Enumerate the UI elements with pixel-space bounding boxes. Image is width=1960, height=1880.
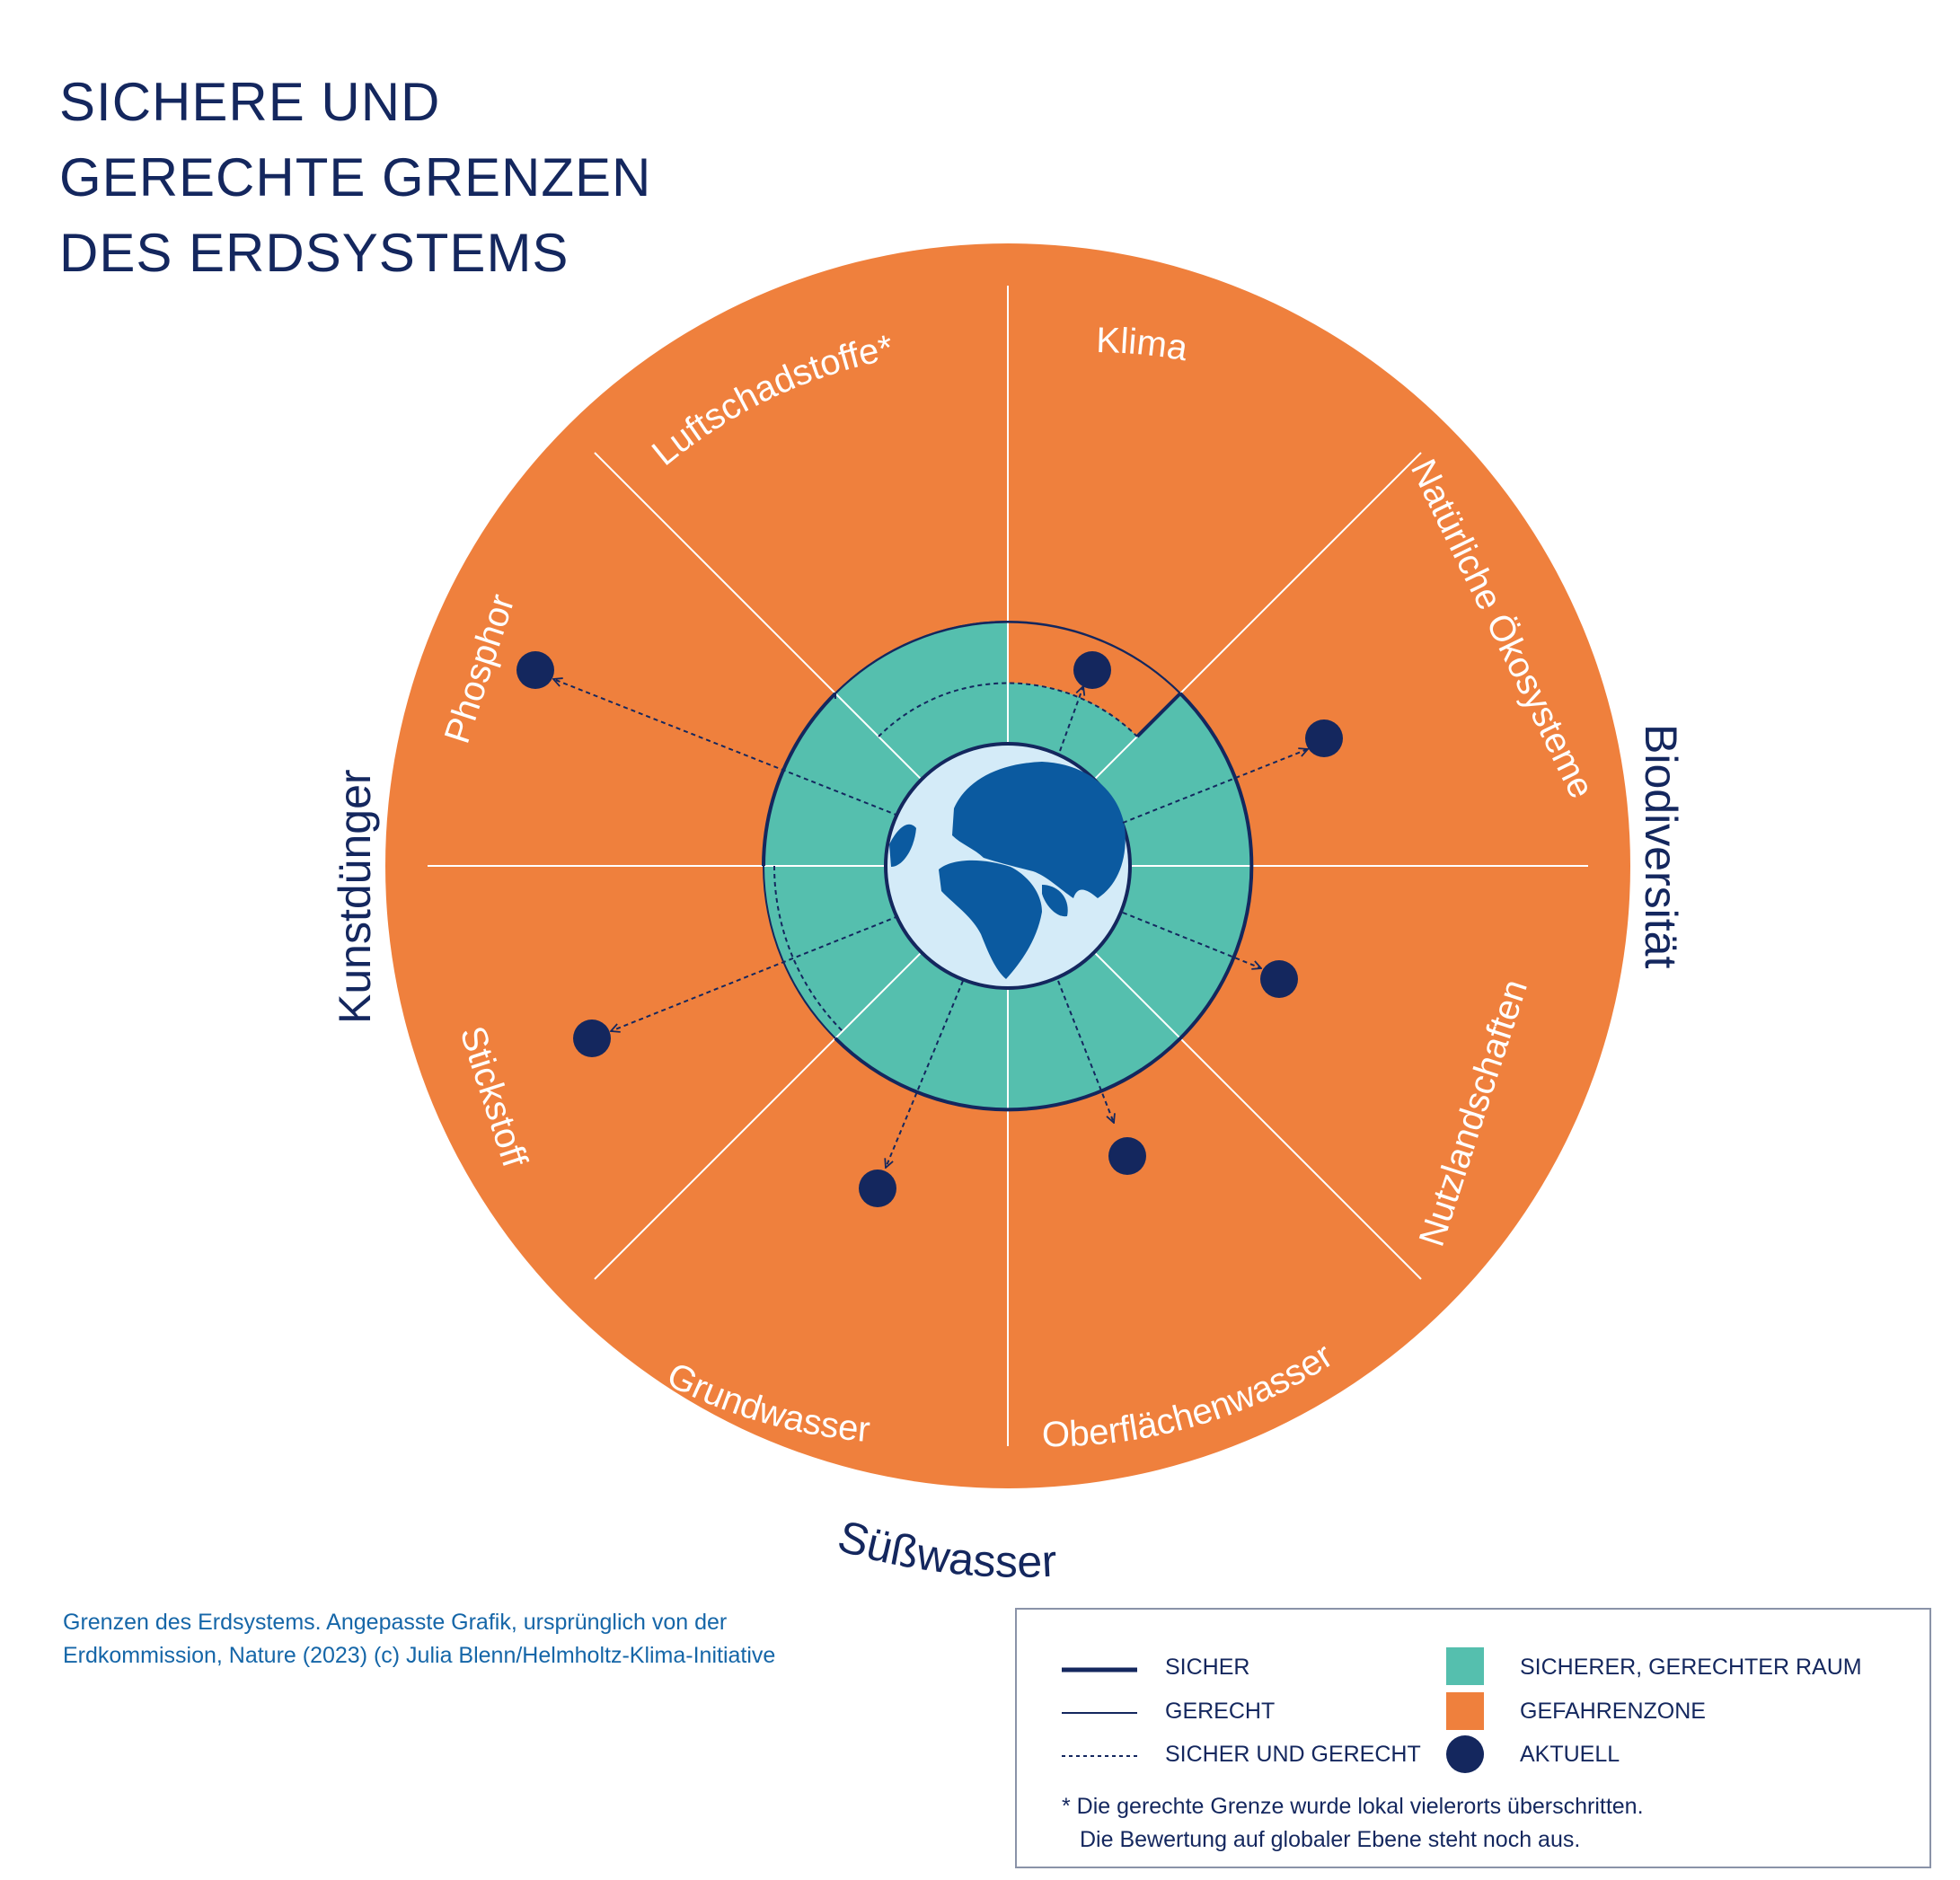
arrow-oekosysteme: [1122, 749, 1308, 824]
legend-footnote-line-1: * Die gerechte Grenze wurde lokal vieler…: [1062, 1794, 1644, 1819]
source-credit: Grenzen des Erdsystems. Angepasste Grafi…: [63, 1606, 775, 1673]
dot-grundwasser: [859, 1169, 896, 1207]
safe-boundary: [834, 692, 1254, 1112]
legend-label-danger: GEFAHRENZONE: [1520, 1699, 1706, 1724]
legend-label-safe-space: SICHERER, GERECHTER RAUM: [1520, 1655, 1862, 1680]
page-title: SICHERE UND GERECHTE GRENZEN DES ERDSYST…: [59, 65, 651, 291]
legend-safe-line: [1062, 1667, 1137, 1673]
legend-just-line: [1062, 1712, 1137, 1714]
globe-west-edge: [889, 824, 916, 867]
arrow-stickstoff: [611, 915, 899, 1031]
dot-oberflaechenwasser: [1108, 1137, 1146, 1175]
legend: SICHER GERECHT SICHER UND GERECHT SICHER…: [1015, 1608, 1931, 1868]
legend-label-gerecht: GERECHT: [1165, 1699, 1276, 1724]
dot-oekosysteme: [1305, 719, 1343, 757]
title-line-1: SICHERE UND: [59, 72, 441, 132]
current-status-dots: [516, 651, 1343, 1207]
arrow-oberflaechenwasser: [1057, 980, 1114, 1123]
group-labels: Biodiversität Süßwasser Kunstdünger: [330, 724, 1686, 1587]
arrow-grundwasser: [886, 980, 964, 1168]
just-boundary-stickstoff: [763, 865, 836, 1039]
legend-footnote-line-2: Die Bewertung auf globaler Ebene steht n…: [1080, 1827, 1581, 1852]
boundary-lines: [762, 620, 1254, 1112]
group-label-suesswasser: Süßwasser: [833, 1511, 1058, 1587]
globe-arabia: [1042, 885, 1068, 917]
title-line-3: DES ERDSYSTEMS: [59, 223, 569, 283]
safe-boundary-left: [762, 692, 837, 867]
globe-africa: [939, 860, 1042, 979]
arrow-phosphor: [553, 679, 899, 816]
safe-just-dashed-stickstoff: [773, 865, 843, 1032]
arrow-nutzlandschaften: [1122, 912, 1261, 968]
source-line-2: Erdkommission, Nature (2023) (c) Julia B…: [63, 1643, 776, 1668]
dot-nutzlandschaften: [1260, 960, 1298, 998]
dot-phosphor: [516, 651, 554, 689]
globe: [884, 742, 1132, 990]
safe-boundary-klima: [1135, 692, 1182, 738]
legend-label-sicher: SICHER: [1165, 1655, 1250, 1680]
legend-current-dot: [1446, 1735, 1484, 1773]
globe-europe-asia: [952, 762, 1126, 898]
legend-label-aktuell: AKTUELL: [1520, 1742, 1620, 1767]
legend-label-sicher-und-gerecht: SICHER UND GERECHT: [1165, 1742, 1421, 1767]
safe-just-dashed-klima: [878, 682, 1138, 737]
source-line-1: Grenzen des Erdsystems. Angepasste Grafi…: [63, 1610, 728, 1635]
current-status-arrows: [553, 679, 1308, 1168]
group-label-kunstduenger: Kunstdünger: [330, 769, 380, 1024]
legend-danger-swatch: [1446, 1692, 1484, 1730]
dot-klima: [1073, 651, 1111, 689]
legend-safe-space-swatch: [1446, 1647, 1484, 1685]
just-boundary-klima-outer: [834, 620, 1181, 699]
group-label-biodiversitaet: Biodiversität: [1636, 724, 1686, 968]
arrow-klima: [1059, 686, 1083, 752]
title-line-2: GERECHTE GRENZEN: [59, 147, 652, 207]
dot-stickstoff: [573, 1019, 611, 1057]
legend-safe-just-dashed-line: [1062, 1755, 1137, 1757]
